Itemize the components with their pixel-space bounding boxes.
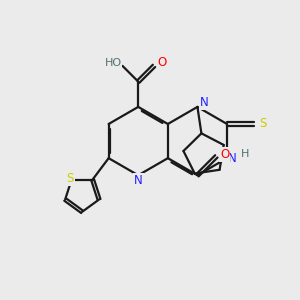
Text: O: O	[220, 148, 229, 161]
Text: O: O	[158, 56, 167, 69]
Text: N: N	[228, 152, 236, 165]
Text: HO: HO	[104, 58, 122, 68]
Text: S: S	[260, 118, 267, 130]
Text: S: S	[66, 172, 74, 184]
Text: N: N	[134, 174, 142, 187]
Text: H: H	[241, 149, 249, 159]
Text: N: N	[200, 96, 208, 109]
